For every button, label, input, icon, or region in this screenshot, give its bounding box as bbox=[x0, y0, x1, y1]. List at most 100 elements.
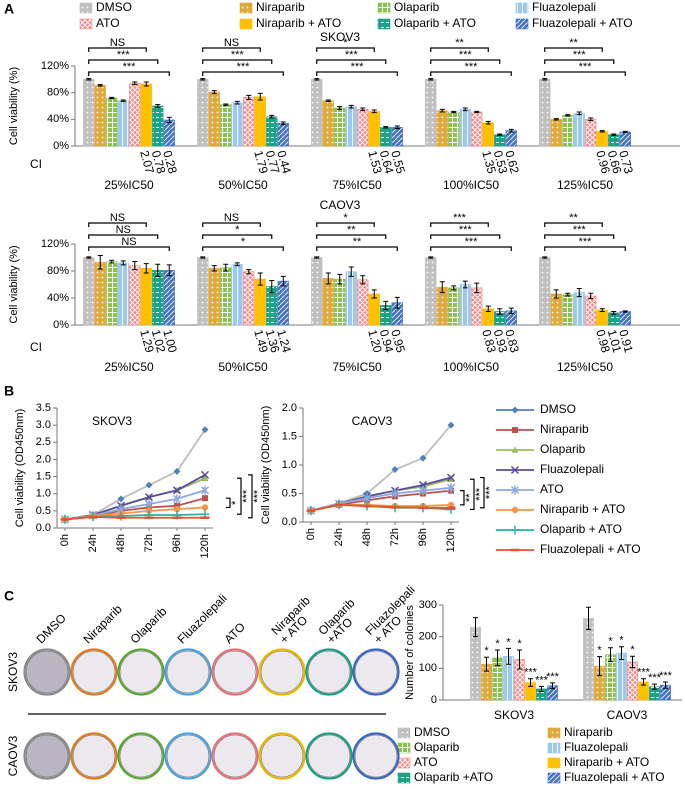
significance-bracket bbox=[202, 222, 261, 227]
data-point bbox=[116, 511, 126, 521]
significance-label: * bbox=[241, 236, 246, 248]
plate-rim bbox=[258, 648, 306, 696]
bar bbox=[459, 109, 471, 147]
error-bar bbox=[484, 656, 489, 672]
error-bar bbox=[542, 78, 548, 81]
data-point bbox=[173, 505, 181, 513]
significance-bracket bbox=[248, 474, 253, 519]
error-bar bbox=[155, 104, 161, 108]
plate bbox=[354, 734, 398, 778]
significance-label: * bbox=[506, 636, 511, 648]
error-bar bbox=[314, 78, 320, 81]
significance-bracket bbox=[544, 222, 603, 227]
ci-value: 1.53 bbox=[365, 149, 385, 175]
bar bbox=[539, 257, 551, 326]
ci-value: 0.73 bbox=[616, 149, 636, 175]
error-bar bbox=[576, 288, 582, 298]
data-point bbox=[173, 467, 181, 475]
bar bbox=[83, 79, 95, 147]
row-label: SKOV3 bbox=[6, 652, 20, 692]
significance-label: NS bbox=[224, 212, 239, 224]
error-bar bbox=[565, 292, 571, 297]
error-bar bbox=[517, 649, 522, 670]
error-bar bbox=[497, 308, 503, 315]
y-axis-title: Cell viability (%) bbox=[8, 67, 20, 145]
error-bar bbox=[143, 81, 149, 87]
ci-value: 1.24 bbox=[274, 328, 294, 354]
legend-swatch bbox=[547, 727, 561, 739]
error-bar bbox=[314, 256, 320, 259]
bar bbox=[83, 257, 95, 326]
bar bbox=[608, 134, 620, 147]
error-bar bbox=[542, 256, 548, 259]
ci-value: 1.79 bbox=[251, 149, 271, 175]
legend-swatch bbox=[239, 2, 253, 14]
significance-label: NS bbox=[121, 236, 136, 248]
bar bbox=[448, 287, 460, 326]
error-bar bbox=[200, 256, 206, 259]
significance-label: * bbox=[343, 212, 348, 224]
bar bbox=[471, 111, 483, 147]
error-bar bbox=[497, 133, 503, 136]
error-bar bbox=[120, 99, 126, 102]
y-tick-label: 2.5 bbox=[36, 436, 51, 448]
data-point bbox=[202, 495, 208, 502]
ci-value: 1.01 bbox=[605, 328, 625, 354]
error-bar bbox=[508, 307, 514, 315]
y-tick-label: 0.5 bbox=[282, 487, 297, 499]
legend-label: Fluazolepali + ATO bbox=[564, 770, 665, 784]
error-bar bbox=[246, 269, 252, 275]
significance-label: *** bbox=[535, 674, 549, 686]
legend-marker bbox=[510, 465, 520, 475]
chart-title: SKOV3 bbox=[92, 414, 132, 428]
data-point bbox=[172, 494, 182, 504]
significance-label: NS bbox=[224, 37, 239, 49]
legend-label: ATO bbox=[96, 16, 120, 30]
x-tick-label: 96h bbox=[171, 534, 183, 552]
legend-swatch bbox=[377, 2, 391, 14]
y-tick-label: 40% bbox=[47, 113, 69, 125]
significance-bracket bbox=[316, 222, 375, 227]
bar bbox=[322, 278, 334, 326]
ci-value: 0.53 bbox=[491, 149, 511, 175]
significance-label: *** bbox=[231, 49, 245, 61]
ci-value: 1.00 bbox=[160, 328, 180, 354]
legend-label: Olaparib +ATO bbox=[414, 770, 493, 784]
bar bbox=[436, 110, 448, 147]
data-point bbox=[117, 495, 125, 503]
error-bar bbox=[97, 84, 103, 87]
significance-bracket bbox=[202, 71, 284, 76]
significance-bracket bbox=[544, 246, 626, 251]
y-tick-label: 0.0 bbox=[282, 516, 297, 528]
bar bbox=[254, 96, 266, 147]
legend-marker bbox=[512, 427, 518, 433]
x-tick-label: 0h bbox=[305, 528, 317, 540]
significance-label: *** bbox=[579, 61, 593, 73]
error-bar bbox=[622, 310, 628, 313]
ci-value: 0.83 bbox=[479, 328, 499, 354]
ci-value: 0.55 bbox=[388, 149, 408, 175]
error-bar bbox=[652, 683, 657, 690]
bar bbox=[208, 91, 220, 147]
data-point bbox=[362, 493, 372, 503]
significance-bracket bbox=[88, 246, 170, 251]
bar bbox=[152, 270, 164, 326]
plate-label: DMSO bbox=[33, 611, 68, 646]
error-bar bbox=[132, 261, 138, 271]
ci-label: CI bbox=[30, 157, 42, 171]
error-bar bbox=[553, 118, 559, 121]
ci-label: CI bbox=[30, 340, 42, 354]
x-tick-label: 75%IC50 bbox=[332, 178, 382, 192]
x-tick-label: 120h bbox=[199, 534, 211, 558]
error-bar bbox=[86, 78, 92, 81]
legend-label: ATO bbox=[414, 755, 438, 769]
data-point bbox=[144, 493, 154, 502]
bar bbox=[505, 130, 517, 147]
significance-label: *** bbox=[252, 489, 264, 503]
bar bbox=[345, 271, 357, 326]
legend-label: Niraparib bbox=[540, 422, 589, 436]
data-point bbox=[446, 473, 456, 482]
error-bar bbox=[166, 264, 172, 277]
data-point bbox=[390, 489, 400, 498]
data-point bbox=[419, 454, 427, 462]
